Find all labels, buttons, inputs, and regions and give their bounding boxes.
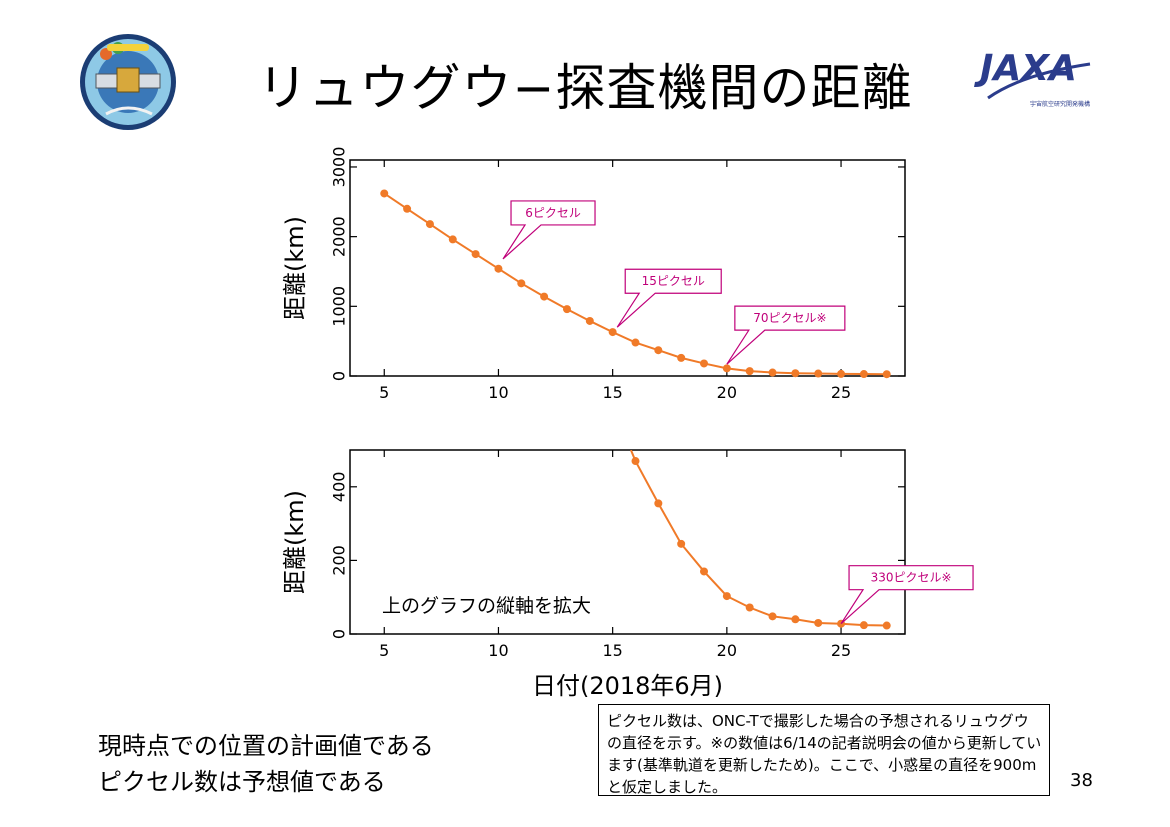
y-tick-label: 200 bbox=[330, 545, 349, 576]
callout-label: 70ピクセル※ bbox=[753, 311, 826, 325]
x-tick-label: 25 bbox=[831, 641, 851, 660]
y-axis-label: 距離(km) bbox=[281, 216, 309, 320]
x-tick-label: 15 bbox=[602, 383, 622, 402]
data-point bbox=[425, 220, 434, 229]
data-point bbox=[540, 292, 549, 301]
data-point bbox=[859, 621, 868, 630]
x-tick-label: 5 bbox=[379, 383, 389, 402]
data-point bbox=[745, 367, 754, 376]
callout-bubble bbox=[726, 305, 846, 365]
y-tick-label: 0 bbox=[330, 629, 349, 639]
jaxa-subtitle: 宇宙航空研究開発機構 bbox=[1030, 100, 1090, 108]
data-point bbox=[448, 235, 457, 244]
y-tick-label: 400 bbox=[330, 472, 349, 503]
note-line-1: 現時点での位置の計画値である bbox=[98, 732, 434, 760]
x-tick-label: 10 bbox=[488, 641, 508, 660]
data-point bbox=[700, 567, 709, 576]
x-tick-label: 5 bbox=[379, 641, 389, 660]
chart-inner-note: 上のグラフの縦軸を拡大 bbox=[382, 595, 591, 617]
x-tick-label: 15 bbox=[602, 641, 622, 660]
x-tick-label: 20 bbox=[717, 383, 737, 402]
distance-chart-zoomed: 5 10 15 20 25 0 200 400 距離(km) 日付(2018年6月) 上のグラフの縦… bbox=[281, 449, 974, 700]
series-line bbox=[630, 450, 887, 627]
data-point bbox=[859, 370, 868, 379]
data-point bbox=[768, 612, 777, 621]
plot-frame bbox=[349, 159, 906, 377]
data-point bbox=[677, 539, 686, 548]
callout-label: 15ピクセル bbox=[642, 274, 705, 288]
data-point bbox=[677, 353, 686, 362]
x-tick-label: 10 bbox=[488, 383, 508, 402]
x-axis-label: 日付(2018年6月) bbox=[532, 672, 723, 700]
slide-title: リュウグウ−探査機間の距離 bbox=[257, 59, 913, 117]
data-point bbox=[722, 364, 731, 373]
data-point bbox=[700, 359, 709, 368]
plot-frame bbox=[349, 449, 906, 635]
x-tick-label: 25 bbox=[831, 383, 851, 402]
data-point bbox=[745, 603, 754, 612]
y-tick-label: 2000 bbox=[330, 216, 349, 257]
data-point bbox=[494, 264, 503, 273]
data-point bbox=[608, 328, 617, 337]
callout-label: 330ピクセル※ bbox=[871, 571, 952, 585]
y-tick-label: 0 bbox=[330, 371, 349, 381]
data-point bbox=[585, 316, 594, 325]
data-point bbox=[562, 305, 571, 314]
y-tick-label: 1000 bbox=[330, 286, 349, 327]
data-point bbox=[471, 250, 480, 259]
x-tick-label: 20 bbox=[717, 641, 737, 660]
data-point bbox=[768, 368, 777, 377]
data-point bbox=[791, 615, 800, 624]
data-point bbox=[654, 346, 663, 355]
callout-bubble bbox=[840, 565, 974, 625]
data-point bbox=[654, 499, 663, 508]
slide-notes: 現時点での位置の計画値である ピクセル数は予想値である bbox=[98, 728, 434, 800]
data-point bbox=[814, 369, 823, 378]
distance-chart-top: 5 10 15 20 25 0 1000 2000 3000 距離(km) 6ピクセル 15ピクセル 7… bbox=[281, 147, 906, 402]
jaxa-logo: JAXA 宇宙航空研究開発機構 bbox=[974, 48, 1091, 108]
data-point bbox=[882, 370, 891, 379]
hayabusa2-logo bbox=[80, 34, 176, 130]
data-point bbox=[791, 369, 800, 378]
data-point bbox=[814, 618, 823, 627]
callout-label: 6ピクセル bbox=[525, 206, 581, 220]
data-point bbox=[837, 369, 846, 378]
data-point bbox=[722, 592, 731, 601]
note-line-2: ピクセル数は予想値である bbox=[98, 768, 386, 796]
data-point bbox=[403, 204, 412, 213]
data-point bbox=[631, 457, 640, 466]
data-point bbox=[631, 338, 640, 347]
callout-bubble bbox=[502, 200, 596, 260]
callout-bubble bbox=[616, 268, 722, 328]
data-point bbox=[380, 189, 389, 198]
y-tick-label: 3000 bbox=[330, 147, 349, 188]
page-number: 38 bbox=[1070, 770, 1093, 791]
caption-box: ピクセル数は、ONC-Tで撮影した場合の予想されるリュウグウの直径を示す。※の数… bbox=[598, 704, 1050, 796]
data-point bbox=[517, 279, 526, 288]
data-point bbox=[882, 621, 891, 630]
y-axis-label: 距離(km) bbox=[281, 490, 309, 594]
